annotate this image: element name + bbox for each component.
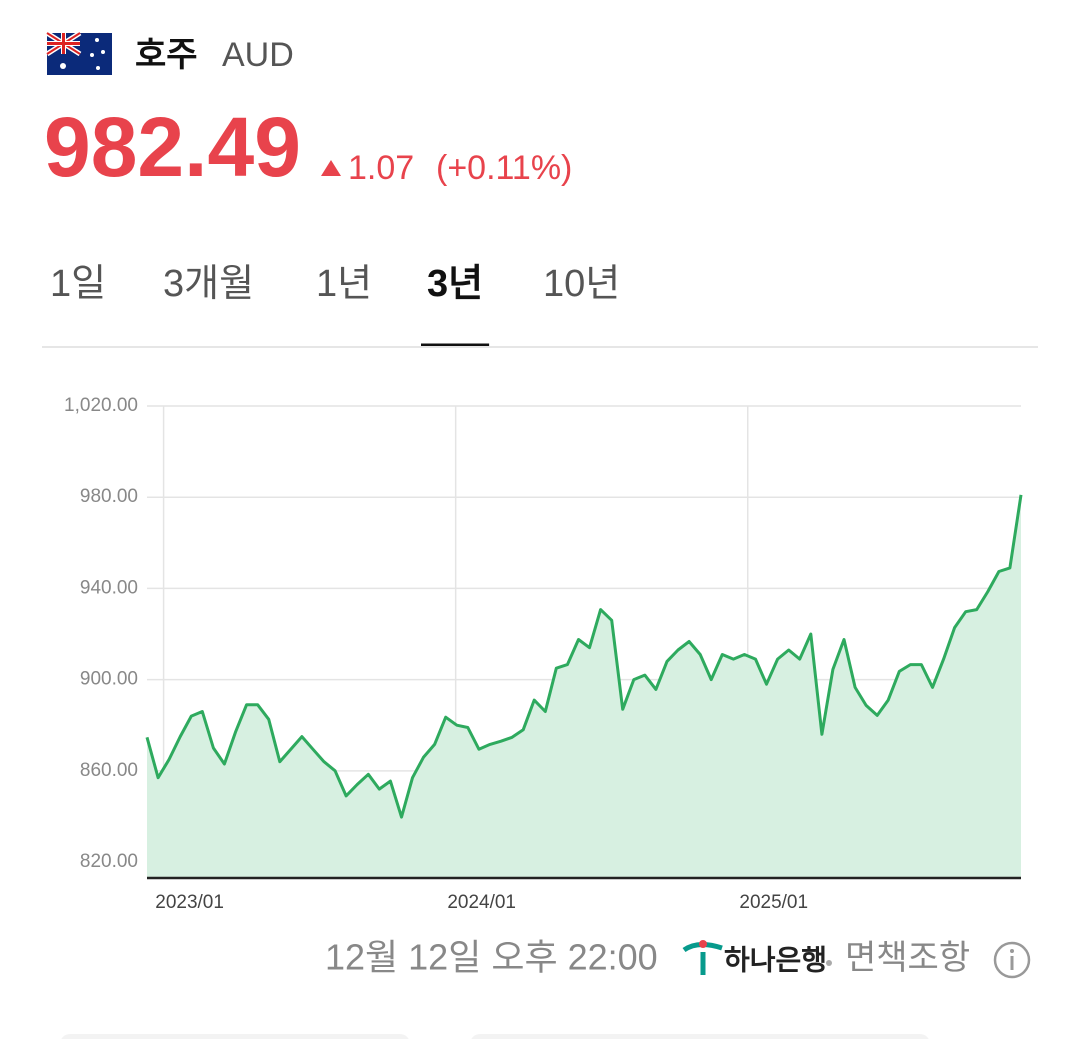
x-tick-label: 2023/01 <box>155 892 224 913</box>
card-edge <box>61 1034 409 1039</box>
price-line <box>145 494 1023 819</box>
card-edge <box>471 1034 929 1039</box>
tab[interactable]: 3개월 <box>163 263 254 305</box>
price: 982.49 <box>44 100 301 194</box>
currency-code: AUD <box>222 36 294 74</box>
change: 1.07 <box>348 149 414 187</box>
flag <box>45 30 112 75</box>
bank-logo <box>682 940 723 975</box>
y-tick-label: 1,020.00 <box>64 395 138 416</box>
info-icon[interactable] <box>993 941 1031 979</box>
up-arrow <box>321 160 341 176</box>
bank-name: 하나은행 <box>724 944 827 975</box>
separator-dot <box>826 960 832 966</box>
tab[interactable]: 1일 <box>50 263 106 305</box>
x-tick-label: 2024/01 <box>447 892 516 913</box>
y-tick-label: 860.00 <box>80 760 138 781</box>
y-tick-label: 820.00 <box>80 851 138 872</box>
y-tick-label: 940.00 <box>80 577 138 598</box>
y-tick-label: 900.00 <box>80 669 138 690</box>
area-fill <box>147 494 1021 878</box>
tab[interactable]: 3년 <box>427 263 483 305</box>
timestamp: 12월 12일 오후 22:00 <box>325 937 658 978</box>
tab[interactable]: 10년 <box>543 263 620 305</box>
country-name: 호주 <box>135 36 198 74</box>
tab[interactable]: 1년 <box>316 263 372 305</box>
disclaimer[interactable]: 면책조항 <box>845 939 970 977</box>
tab-bar: 1일 3개월 1년 3년 10년 <box>50 263 620 347</box>
chart: 820.00 860.00 900.00 940.00 980.00 1,020.00 20… <box>64 395 1023 913</box>
x-tick-label: 2025/01 <box>739 892 808 913</box>
change-percent: (+0.11%) <box>436 149 572 187</box>
y-tick-label: 980.00 <box>80 486 138 507</box>
